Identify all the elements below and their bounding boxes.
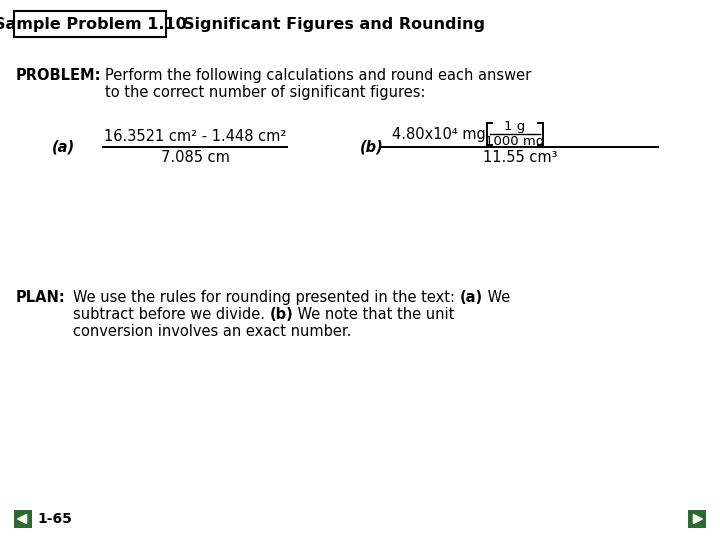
Text: 1000 mg: 1000 mg xyxy=(485,135,544,148)
FancyBboxPatch shape xyxy=(14,11,166,37)
Text: PROBLEM:: PROBLEM: xyxy=(16,68,102,83)
Text: 7.085 cm: 7.085 cm xyxy=(161,150,230,165)
Text: We note that the unit: We note that the unit xyxy=(293,307,455,322)
Text: (a): (a) xyxy=(52,139,75,154)
Polygon shape xyxy=(17,515,27,523)
Text: Sample Problem 1.10: Sample Problem 1.10 xyxy=(0,17,186,31)
Polygon shape xyxy=(693,515,703,523)
Text: 1-65: 1-65 xyxy=(37,512,72,526)
Text: subtract before we divide.: subtract before we divide. xyxy=(73,307,269,322)
Text: 4.80x10⁴ mg: 4.80x10⁴ mg xyxy=(392,126,486,141)
Text: (b): (b) xyxy=(360,139,384,154)
Text: (a): (a) xyxy=(459,290,482,305)
Text: conversion involves an exact number.: conversion involves an exact number. xyxy=(73,324,351,339)
Text: Perform the following calculations and round each answer: Perform the following calculations and r… xyxy=(105,68,531,83)
Text: to the correct number of significant figures:: to the correct number of significant fig… xyxy=(105,85,426,100)
Text: 11.55 cm³: 11.55 cm³ xyxy=(482,150,557,165)
Text: We: We xyxy=(482,290,510,305)
Text: (b): (b) xyxy=(269,307,293,322)
FancyBboxPatch shape xyxy=(688,510,706,528)
Text: Significant Figures and Rounding: Significant Figures and Rounding xyxy=(183,17,485,31)
Text: 1 g: 1 g xyxy=(505,120,526,133)
Text: 16.3521 cm² - 1.448 cm²: 16.3521 cm² - 1.448 cm² xyxy=(104,129,286,144)
FancyBboxPatch shape xyxy=(14,510,32,528)
Text: We use the rules for rounding presented in the text:: We use the rules for rounding presented … xyxy=(73,290,459,305)
Text: PLAN:: PLAN: xyxy=(16,290,66,305)
